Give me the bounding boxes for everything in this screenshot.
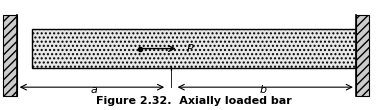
Text: b: b <box>260 85 267 95</box>
FancyBboxPatch shape <box>32 29 356 68</box>
Text: Figure 2.32.  Axially loaded bar: Figure 2.32. Axially loaded bar <box>96 96 292 106</box>
Bar <box>3 15 17 96</box>
Bar <box>356 15 369 96</box>
Text: a: a <box>90 85 97 95</box>
Text: P: P <box>186 44 193 54</box>
